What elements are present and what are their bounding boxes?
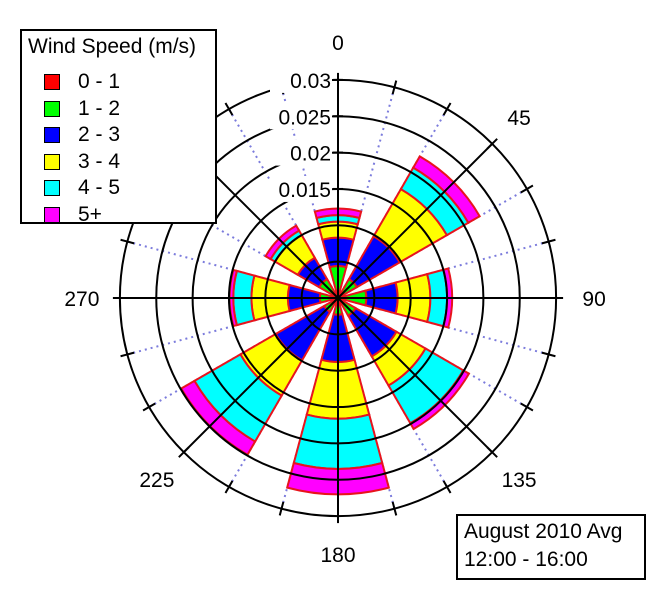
legend-label: 2 - 3 bbox=[78, 123, 121, 146]
radial-tick-label: 0.02 bbox=[290, 143, 331, 166]
legend-label: 1 - 2 bbox=[78, 96, 121, 120]
outer-tick bbox=[178, 446, 190, 458]
outer-tick bbox=[391, 80, 398, 95]
legend-item: 1 - 2 bbox=[44, 96, 120, 122]
radial-tick-label: 0.025 bbox=[278, 106, 331, 129]
grid-spoke bbox=[337, 297, 493, 453]
radial-label-bg bbox=[270, 103, 332, 130]
outer-tick bbox=[391, 501, 398, 516]
direction-label: 45 bbox=[507, 107, 530, 130]
legend-label: 3 - 4 bbox=[78, 149, 121, 173]
legend-title: Wind Speed (m/s) bbox=[28, 35, 197, 58]
outer-tick bbox=[442, 480, 452, 494]
direction-label: 0 bbox=[332, 32, 344, 55]
legend: Wind Speed (m/s) 0 - 1 1 - 2 2 - 3 3 - 4 4 -… bbox=[20, 29, 217, 226]
annotation-box: August 2010 Avg 12:00 - 16:00 bbox=[456, 514, 646, 580]
radial-label-bg bbox=[270, 175, 332, 202]
legend-item: 0 - 1 bbox=[44, 69, 120, 95]
radial-label-bg bbox=[270, 66, 332, 93]
radial-tick-label: 0.03 bbox=[290, 70, 331, 93]
outer-tick bbox=[486, 446, 498, 458]
direction-label: 180 bbox=[320, 544, 355, 567]
outer-tick bbox=[142, 402, 156, 412]
outer-tick bbox=[224, 102, 234, 116]
outer-tick bbox=[520, 184, 534, 194]
outer-tick bbox=[541, 238, 556, 245]
legend-swatch bbox=[44, 74, 60, 90]
legend-swatch bbox=[44, 206, 60, 223]
legend-item: 3 - 4 bbox=[44, 149, 120, 175]
annotation-line-2: 12:00 - 16:00 bbox=[464, 548, 588, 571]
outer-tick bbox=[120, 351, 135, 358]
petal-180 bbox=[285, 294, 391, 496]
legend-swatch bbox=[44, 153, 60, 170]
legend-swatch bbox=[44, 180, 60, 196]
annotation-line-1: August 2010 Avg bbox=[464, 520, 623, 543]
grid-spoke bbox=[337, 143, 493, 299]
radial-label-bg bbox=[270, 139, 332, 166]
outer-tick bbox=[541, 351, 556, 358]
outer-tick bbox=[120, 238, 135, 245]
direction-label: 270 bbox=[64, 288, 99, 311]
direction-label: 135 bbox=[502, 469, 537, 492]
legend-swatch bbox=[44, 100, 60, 117]
legend-label: 5+ bbox=[78, 202, 102, 226]
outer-tick bbox=[520, 402, 534, 412]
legend-item: 4 - 5 bbox=[44, 175, 120, 201]
legend-label: 4 - 5 bbox=[78, 176, 121, 199]
grid-spoke bbox=[183, 297, 339, 453]
outer-tick bbox=[224, 480, 234, 494]
legend-item: 2 - 3 bbox=[44, 122, 120, 148]
direction-label: 90 bbox=[582, 288, 605, 311]
outer-tick bbox=[442, 102, 452, 116]
outer-tick bbox=[486, 138, 498, 150]
radial-tick-label: 0.015 bbox=[278, 179, 331, 202]
outer-tick bbox=[278, 501, 285, 516]
legend-item: 5+ bbox=[44, 202, 102, 228]
legend-label: 0 - 1 bbox=[78, 70, 121, 93]
legend-swatch bbox=[44, 127, 60, 143]
direction-label: 225 bbox=[139, 469, 174, 492]
